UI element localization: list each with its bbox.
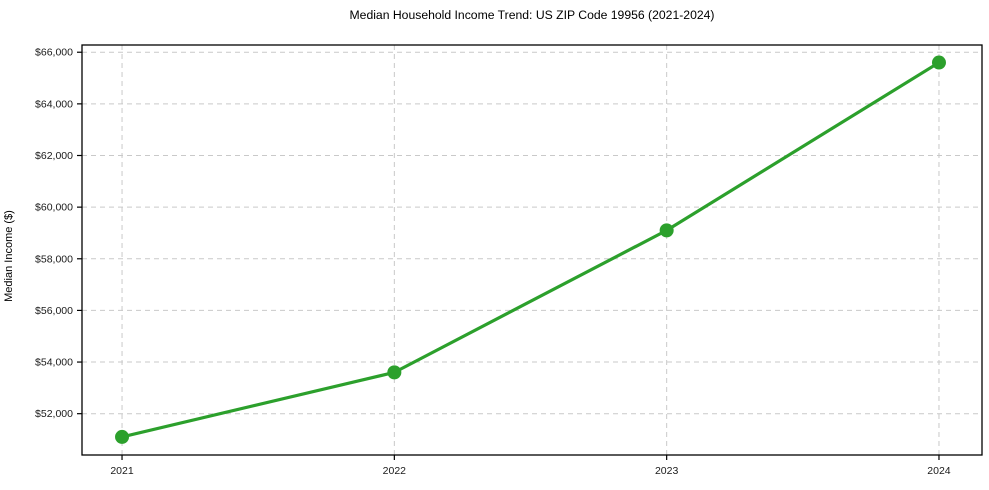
y-tick-label: $52,000 (35, 408, 73, 420)
y-tick-label: $62,000 (35, 150, 73, 162)
x-tick-label: 2024 (927, 465, 951, 477)
data-point (931, 55, 946, 70)
y-tick-label: $66,000 (35, 47, 73, 59)
x-tick-label: 2021 (110, 465, 134, 477)
y-tick-label: $56,000 (35, 305, 73, 317)
chart-title: Median Household Income Trend: US ZIP Co… (349, 8, 715, 22)
x-tick-label: 2023 (655, 465, 679, 477)
data-point (387, 365, 402, 380)
plot-border (81, 44, 983, 456)
y-tick-label: $60,000 (35, 202, 73, 214)
x-tick-label: 2022 (383, 465, 407, 477)
data-point (115, 429, 130, 444)
y-tick-label: $64,000 (35, 98, 73, 110)
y-tick-label: $58,000 (35, 253, 73, 265)
y-tick-label: $54,000 (35, 357, 73, 369)
data-point (659, 223, 674, 238)
trend-line (120, 60, 941, 439)
